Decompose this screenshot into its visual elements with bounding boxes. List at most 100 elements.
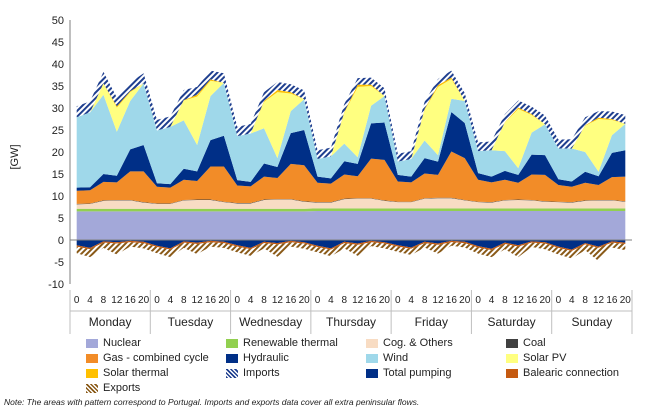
- legend-swatch: [86, 353, 98, 363]
- legend-swatch: [86, 338, 98, 348]
- area-total-pumping: [76, 240, 626, 250]
- y-tick-label: 35: [52, 81, 64, 93]
- area-series: [76, 70, 626, 262]
- y-tick-label: -5: [54, 257, 64, 269]
- hour-tick-label: 12: [513, 295, 525, 306]
- hour-tick-label: 20: [620, 295, 632, 306]
- legend-item-renewable-thermal: Renewable thermal: [226, 336, 338, 350]
- legend-item-solar-thermal: Solar thermal: [86, 366, 168, 380]
- area-solar-pv: [76, 78, 626, 172]
- legend-item-balearic-connection: Balearic connection: [506, 366, 619, 380]
- legend-swatch: [506, 353, 518, 363]
- legend-swatch: [226, 338, 238, 348]
- day-label-wednesday: Wednesday: [239, 315, 302, 329]
- y-tick-label: 0: [58, 235, 64, 247]
- legend-label: Wind: [383, 352, 409, 364]
- hour-tick-label: 8: [181, 295, 187, 306]
- hour-tick-label: 4: [489, 295, 495, 306]
- hour-tick-label: 16: [526, 295, 538, 306]
- y-tick-label: 20: [52, 147, 64, 159]
- hour-tick-label: 8: [422, 295, 428, 306]
- hour-tick-label: 20: [218, 295, 230, 306]
- y-axis-label: [GW]: [9, 144, 21, 169]
- hour-tick-label: 20: [379, 295, 391, 306]
- legend-item-nuclear: Nuclear: [86, 336, 141, 350]
- hour-tick-label: 20: [299, 295, 311, 306]
- legend-label: Gas - combined cycle: [103, 352, 209, 364]
- hour-tick-label: 20: [539, 295, 551, 306]
- hour-tick-label: 16: [366, 295, 378, 306]
- legend-label: Total pumping: [383, 367, 452, 379]
- legend-item-total-pumping: Total pumping: [366, 366, 452, 380]
- legend-label: Renewable thermal: [243, 337, 338, 349]
- legend-label: Exports: [103, 382, 141, 394]
- legend-label: Balearic connection: [523, 367, 620, 379]
- hour-tick-label: 0: [475, 295, 481, 306]
- day-label-tuesday: Tuesday: [168, 315, 214, 329]
- area-nuclear: [76, 210, 626, 240]
- area-exports: [76, 242, 626, 262]
- legend: Nuclear Renewable thermal Cog. & Others Coa…: [86, 336, 646, 396]
- legend-label: Imports: [243, 367, 280, 379]
- hour-tick-label: 8: [582, 295, 588, 306]
- hour-tick-label: 0: [315, 295, 321, 306]
- day-label-friday: Friday: [415, 315, 448, 329]
- hour-tick-label: 0: [556, 295, 562, 306]
- legend-item-hydraulic: Hydraulic: [226, 351, 289, 365]
- hour-tick-label: 0: [154, 295, 160, 306]
- hour-tick-label: 16: [125, 295, 137, 306]
- hour-tick-label: 16: [446, 295, 458, 306]
- hour-tick-label: 4: [168, 295, 174, 306]
- chart-note: Note: The areas with pattern correspond …: [4, 397, 420, 407]
- legend-swatch: [506, 368, 518, 378]
- hour-tick-label: 0: [74, 295, 80, 306]
- day-label-thursday: Thursday: [326, 315, 376, 329]
- hour-tick-label: 0: [395, 295, 401, 306]
- area-hydraulic: [76, 111, 626, 191]
- hour-tick-label: 16: [285, 295, 297, 306]
- legend-item-cog-others: Cog. & Others: [366, 336, 453, 350]
- area-gas-combined-cycle: [76, 151, 626, 204]
- hour-tick-label: 12: [272, 295, 284, 306]
- legend-item-coal: Coal: [506, 336, 546, 350]
- legend-item-solar-pv: Solar PV: [506, 351, 566, 365]
- hour-tick-label: 4: [328, 295, 334, 306]
- hour-tick-label: 4: [408, 295, 414, 306]
- hour-tick-label: 8: [261, 295, 267, 306]
- legend-swatch: [86, 368, 98, 378]
- hour-tick-label: 12: [432, 295, 444, 306]
- hour-tick-label: 16: [205, 295, 217, 306]
- legend-swatch: [506, 338, 518, 348]
- day-label-monday: Monday: [89, 315, 132, 329]
- legend-swatch: [366, 353, 378, 363]
- legend-swatch: [366, 338, 378, 348]
- y-tick-label: 50: [52, 15, 64, 27]
- legend-item-gas-combined-cycle: Gas - combined cycle: [86, 351, 209, 365]
- y-tick-label: 30: [52, 103, 64, 115]
- legend-label: Solar thermal: [103, 367, 169, 379]
- hour-tick-label: 20: [138, 295, 150, 306]
- hour-tick-label: 4: [87, 295, 93, 306]
- legend-swatch: [226, 353, 238, 363]
- legend-item-imports: Imports: [226, 366, 280, 380]
- legend-item-exports: Exports: [86, 381, 140, 395]
- area-cog-others: [76, 198, 626, 209]
- day-label-sunday: Sunday: [572, 315, 613, 329]
- y-tick-label: -10: [48, 279, 64, 291]
- hour-tick-label: 20: [459, 295, 471, 306]
- hour-tick-label: 12: [192, 295, 204, 306]
- day-label-saturday: Saturday: [488, 315, 536, 329]
- hour-tick-label: 4: [248, 295, 254, 306]
- legend-swatch: [86, 383, 98, 393]
- area-balearic-connection: [76, 240, 626, 251]
- hour-tick-label: 8: [101, 295, 107, 306]
- hour-tick-label: 8: [342, 295, 348, 306]
- y-tick-label: 25: [52, 125, 64, 137]
- y-tick-label: 10: [52, 191, 64, 203]
- legend-label: Hydraulic: [243, 352, 289, 364]
- hour-tick-label: 16: [606, 295, 618, 306]
- y-tick-label: 45: [52, 37, 64, 49]
- legend-label: Cog. & Others: [383, 337, 453, 349]
